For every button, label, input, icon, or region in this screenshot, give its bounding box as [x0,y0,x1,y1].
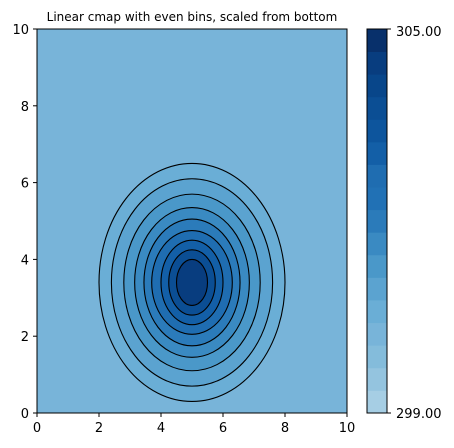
plot-area [37,29,347,413]
x-tick-label: 0 [33,421,41,436]
colorbar-bin [367,187,387,211]
y-tick-label: 0 [21,407,29,422]
colorbar-bin [367,141,387,165]
x-tick-label: 10 [339,421,356,436]
colorbar-bin [367,345,387,369]
x-tick-label: 8 [281,421,289,436]
y-tick-label: 8 [21,100,29,115]
colorbar-bin [367,232,387,256]
chart-title: Linear cmap with even bins, scaled from … [47,10,338,24]
colorbar-bin [367,96,387,120]
colorbar-min-label: 299.00 [396,407,442,422]
y-tick-label: 2 [21,330,29,345]
colorbar-bin [367,51,387,75]
y-tick-label: 6 [21,177,29,192]
colorbar-bin [367,209,387,233]
colorbar-bin [367,300,387,324]
x-tick-label: 2 [95,421,103,436]
y-tick-label: 10 [12,23,29,38]
colorbar-frame [366,28,388,414]
contour-level-8 [175,258,209,307]
colorbar-bin [367,367,387,391]
x-tick-label: 6 [219,421,227,436]
colorbar-bin [367,254,387,278]
colorbar-bin [367,322,387,346]
colorbar-bin [367,119,387,143]
colorbar-bin [367,164,387,188]
colorbar-bin [367,74,387,98]
colorbar-bin [367,29,387,52]
colorbar-bin [367,277,387,301]
axes: 0 2 4 6 8 10 0 2 4 6 8 10 [12,23,355,436]
colorbar [366,28,391,414]
y-tick-label: 4 [21,253,29,268]
colorbar-max-label: 305.00 [396,25,442,40]
axes-frame [36,28,348,414]
x-tick-label: 4 [157,421,165,436]
colorbar-bin [367,390,387,414]
